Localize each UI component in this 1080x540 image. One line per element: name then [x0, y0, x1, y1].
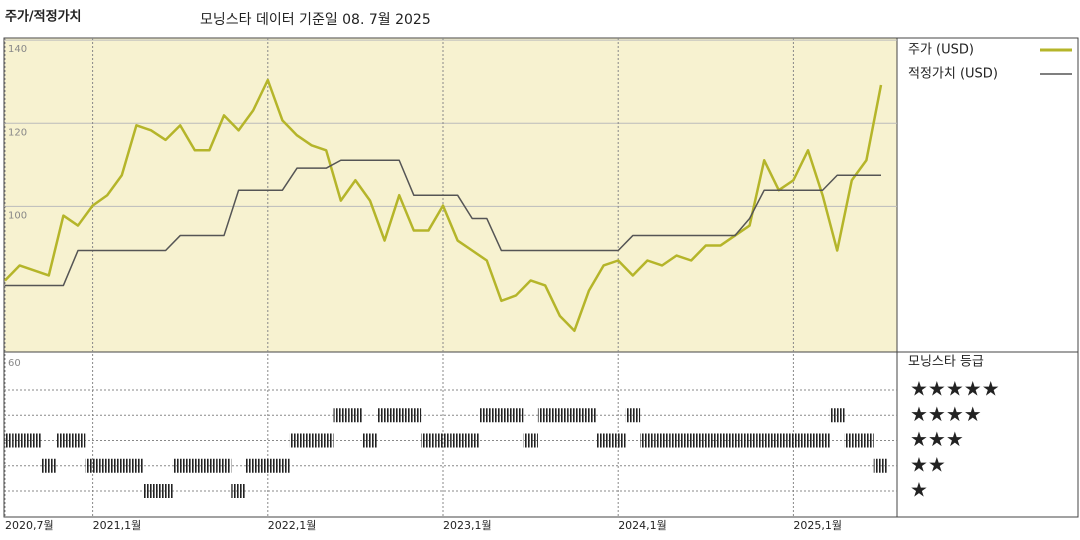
rating-bar	[377, 408, 392, 423]
rating-bar	[523, 433, 538, 448]
rating-legend-label: ★★★★★	[910, 377, 1000, 401]
rating-bar	[829, 408, 845, 423]
frame	[3, 37, 1079, 518]
rating-bar	[610, 433, 626, 448]
legend-label: 적정가치 (USD)	[908, 67, 998, 82]
rating-bar	[348, 408, 363, 423]
rating-bar	[304, 433, 319, 448]
rating-bar	[479, 408, 495, 423]
rating-legend-label: ★★	[910, 452, 946, 476]
rating-bar	[143, 484, 159, 498]
rating-legend-title: 모닝스타 등급	[908, 355, 984, 370]
x-tick-label: 2020,7월	[5, 519, 54, 532]
rating-bar	[187, 458, 203, 473]
rating-legend-label: ★★★★	[910, 402, 982, 426]
rating-bar	[202, 458, 217, 473]
rating-bar	[771, 433, 787, 448]
x-tick-label: 2024,1월	[618, 519, 667, 532]
y-tick-label: 100	[8, 210, 27, 221]
rating-bar	[873, 458, 888, 473]
rating-bar	[99, 458, 115, 473]
rating-bar	[333, 408, 349, 423]
chart-subtitle: 모닝스타 데이터 기준일 08. 7월 2025	[200, 12, 431, 28]
rating-bar	[596, 433, 611, 448]
rating-bar	[508, 408, 524, 423]
rating-bar	[362, 433, 378, 448]
rating-bar	[70, 433, 86, 448]
y-tick-label: 140	[8, 44, 27, 55]
rating-bar	[625, 408, 641, 423]
marks: 140 120 100 2020,7월 2021,1월 2022,1월 2023,1월 202…	[4, 38, 1072, 532]
rating-bar	[815, 433, 830, 448]
rating-bar	[552, 408, 568, 423]
rating-axis-label: 60	[8, 358, 21, 369]
rating-bar	[4, 433, 13, 448]
rating-bar	[713, 433, 728, 448]
x-tick-label: 2022,1월	[268, 519, 317, 532]
rating-bar	[844, 433, 860, 448]
chart-title: 주가/적정가치	[5, 9, 82, 25]
rating-bar	[450, 433, 465, 448]
rating-bar	[494, 408, 509, 423]
rating-bar	[158, 484, 173, 498]
rating-bar	[640, 433, 655, 448]
x-tick-label: 2021,1월	[93, 519, 142, 532]
rating-legend-label: ★	[910, 478, 928, 502]
rating-bar	[683, 433, 699, 448]
rating-bar	[581, 408, 597, 423]
rating-bar	[231, 484, 246, 498]
rating-bar	[567, 408, 582, 423]
rating-bar	[391, 408, 407, 423]
rating-bar	[859, 433, 874, 448]
x-tick-label: 2023,1월	[443, 519, 492, 532]
rating-bar	[464, 433, 480, 448]
rating-bar	[216, 458, 232, 473]
y-tick-label: 120	[8, 127, 27, 138]
rating-bar	[26, 433, 42, 448]
rating-bar	[786, 433, 801, 448]
rating-bar	[114, 458, 130, 473]
legend-label: 주가 (USD)	[908, 43, 974, 58]
rating-bar	[318, 433, 334, 448]
rating-bar	[172, 458, 188, 473]
rating-bar	[537, 408, 553, 423]
rating-bar	[260, 458, 276, 473]
rating-bar	[129, 458, 144, 473]
rating-bar	[800, 433, 816, 448]
rating-bar	[289, 433, 305, 448]
rating-bar	[41, 458, 57, 473]
rating-bar	[742, 433, 757, 448]
rating-bar	[727, 433, 743, 448]
x-tick-label: 2025,1월	[793, 519, 842, 532]
rating-bar	[669, 433, 684, 448]
rating-bar	[275, 458, 290, 473]
rating-bar	[406, 408, 422, 423]
rating-bar	[12, 433, 27, 448]
rating-bar	[421, 433, 436, 448]
rating-bar	[245, 458, 261, 473]
rating-bar	[756, 433, 772, 448]
rating-bar	[85, 458, 100, 473]
rating-bar	[435, 433, 451, 448]
rating-bar	[654, 433, 670, 448]
rating-bar	[56, 433, 71, 448]
rating-bar	[698, 433, 714, 448]
rating-legend-label: ★★★	[910, 427, 964, 451]
series-line	[5, 159, 881, 287]
